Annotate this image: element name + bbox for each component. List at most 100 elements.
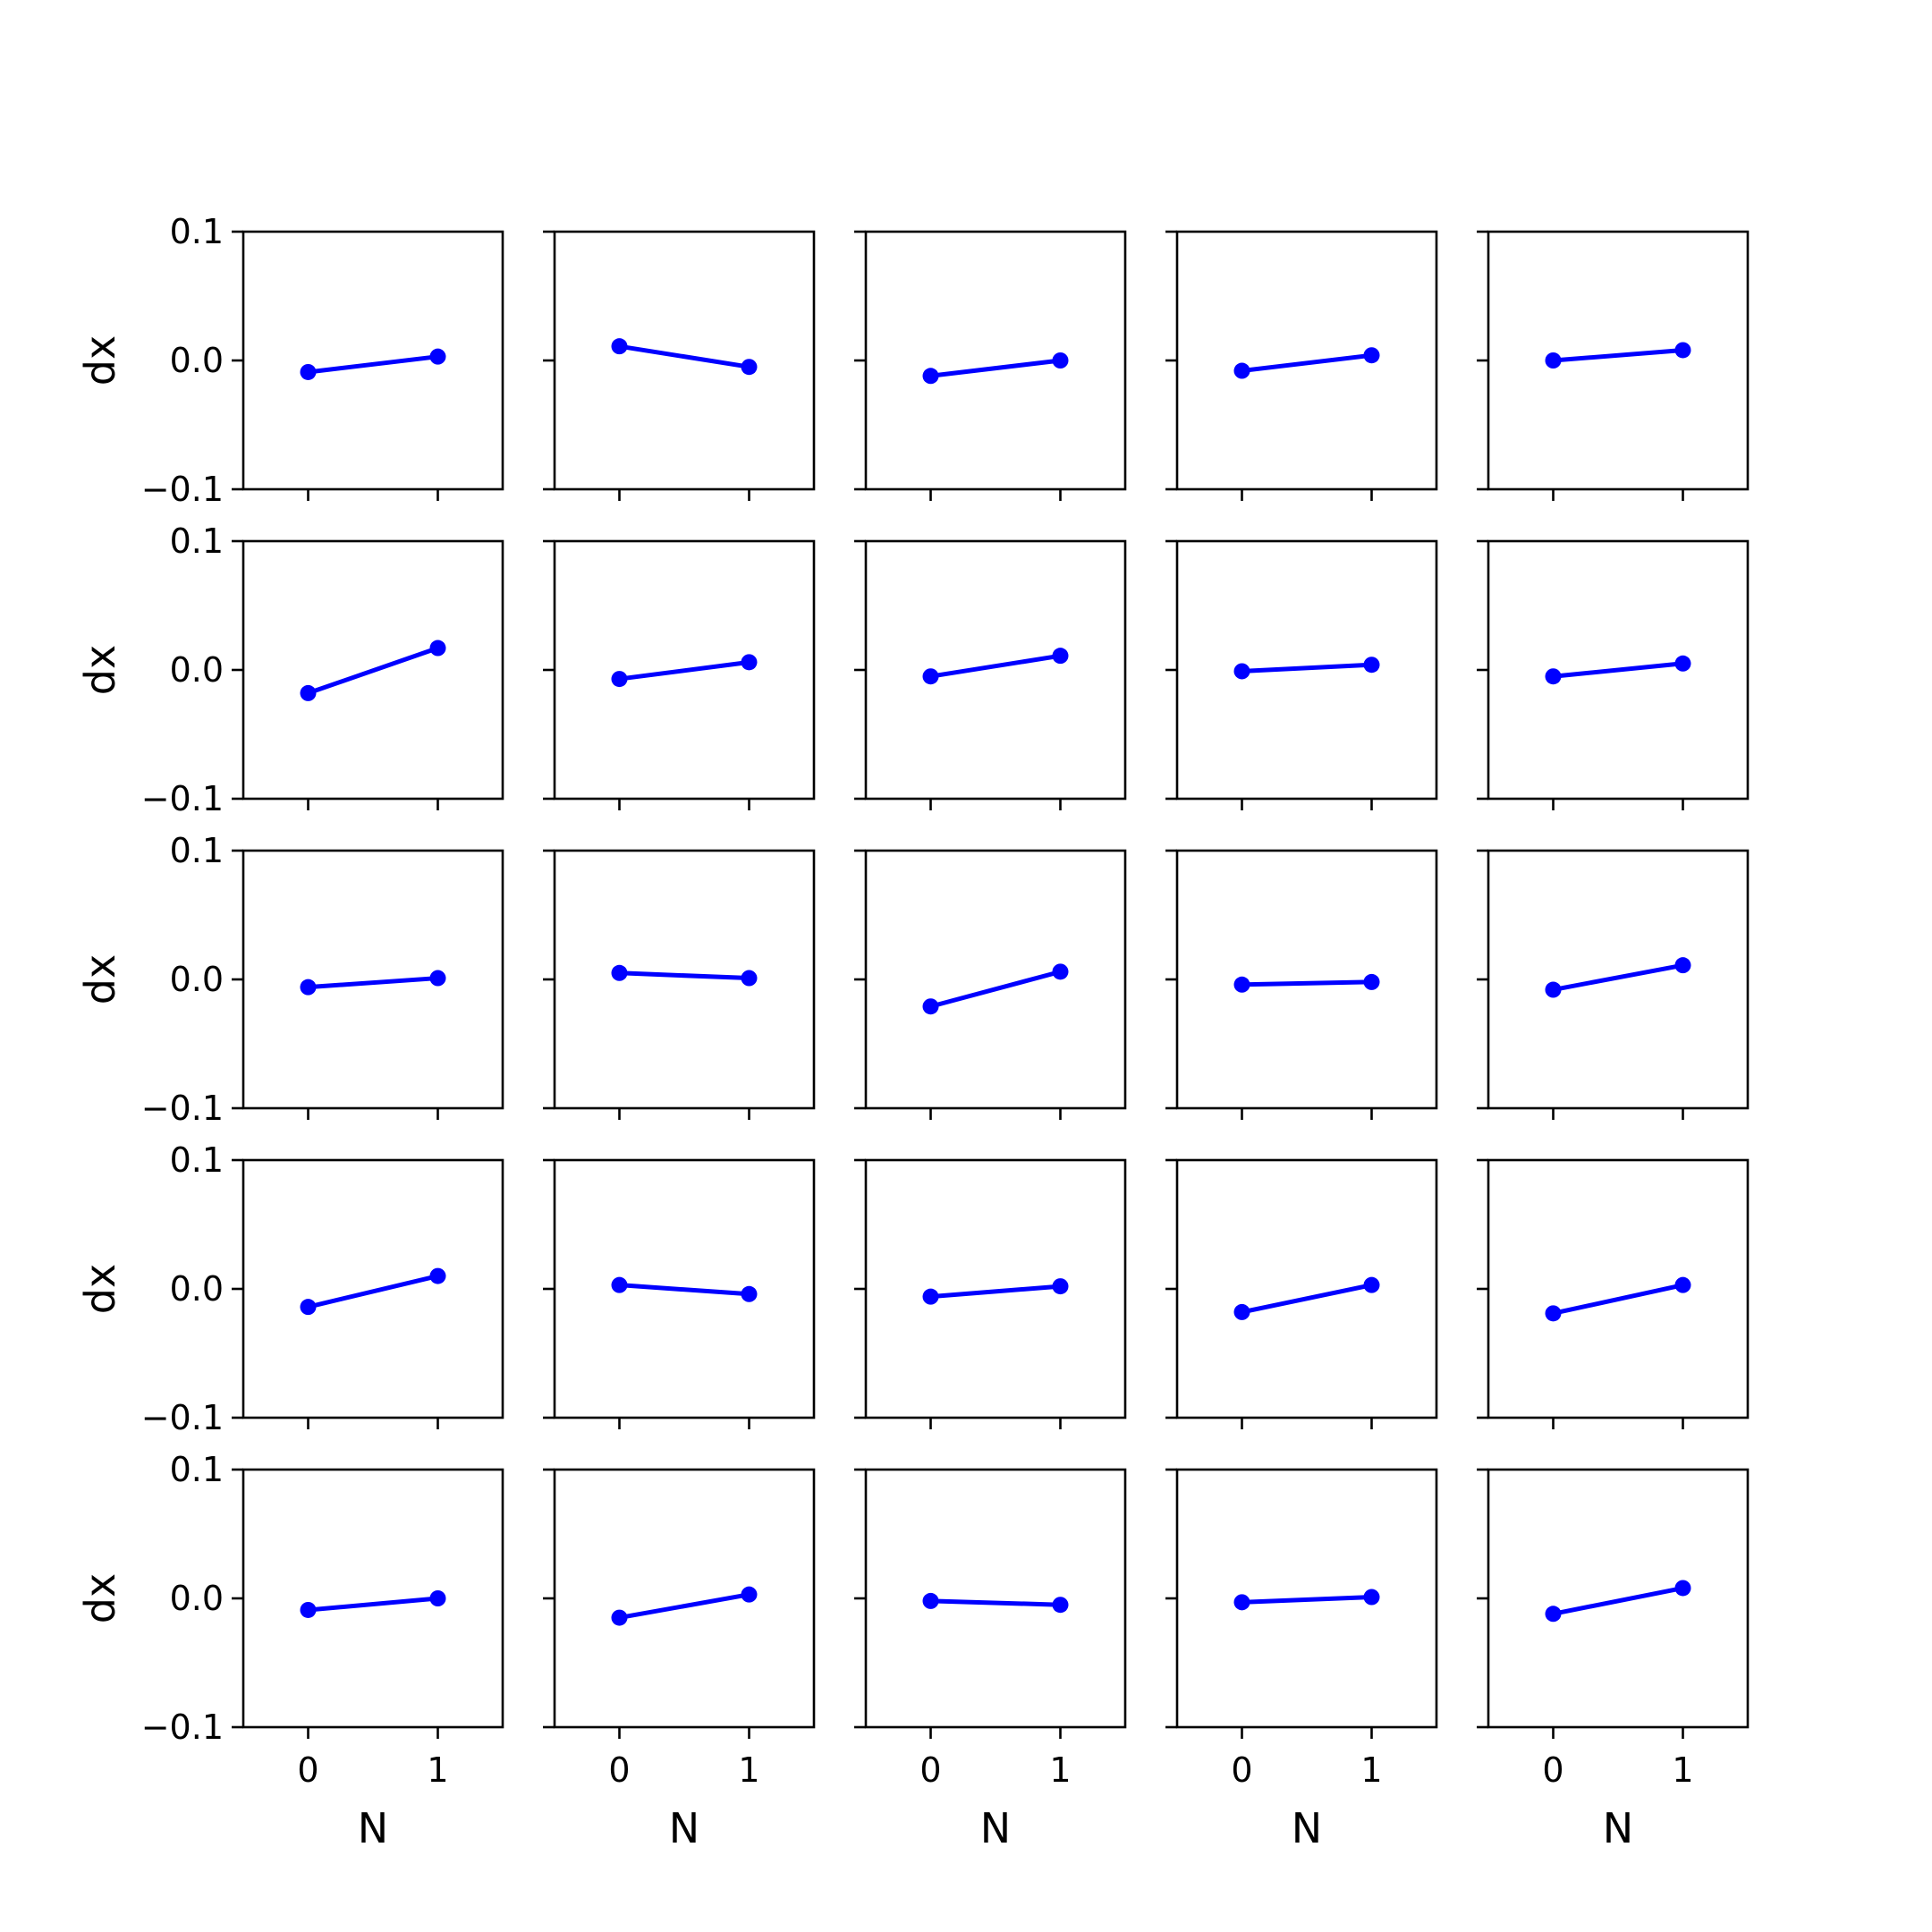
data-point-r2-c4-p0 <box>1545 981 1562 998</box>
y-tick-label-r1: 0.1 <box>170 521 224 561</box>
x-axis-label-c0: N <box>358 1804 388 1852</box>
data-point-r0-c2-p0 <box>922 368 939 385</box>
series-line-r0-c0 <box>308 354 438 375</box>
series-line-r1-c3 <box>1241 662 1372 674</box>
y-tick-label-r0: −0.1 <box>141 470 224 509</box>
data-point-r1-c3-p0 <box>1233 663 1250 680</box>
data-point-r2-c1-p0 <box>611 964 628 981</box>
data-point-r2-c2-p0 <box>922 998 939 1015</box>
series-line-r3-c4 <box>1552 1283 1684 1316</box>
data-point-r0-c1-p0 <box>611 338 628 355</box>
x-tick-label-c3: 0 <box>1231 1750 1252 1790</box>
x-tick-label-c0: 1 <box>427 1750 448 1790</box>
panel-frame-r2-c2 <box>864 849 1127 1110</box>
data-point-r4-c1-p0 <box>611 1609 628 1626</box>
data-point-r1-c2-p0 <box>922 668 939 685</box>
data-point-r3-c1-p1 <box>741 1285 758 1302</box>
y-tick-label-r2: 0.0 <box>170 960 224 999</box>
data-point-r3-c3-p0 <box>1233 1303 1250 1320</box>
x-tick-label-c2: 1 <box>1049 1750 1071 1790</box>
data-point-r4-c2-p1 <box>1052 1597 1069 1614</box>
x-tick-label-c1: 0 <box>608 1750 630 1790</box>
x-tick-label-c4: 0 <box>1542 1750 1563 1790</box>
x-axis-label-c4: N <box>1603 1804 1633 1852</box>
panel-frame-r3-c0 <box>242 1158 504 1419</box>
y-tick-label-r0: 0.0 <box>170 341 224 380</box>
x-tick-label-c1: 1 <box>738 1750 759 1790</box>
x-tick-label-c0: 0 <box>297 1750 318 1790</box>
series-line-r2-c0 <box>308 976 438 990</box>
data-point-r0-c1-p1 <box>741 359 758 376</box>
y-tick-label-r4: 0.0 <box>170 1579 224 1618</box>
data-point-r4-c0-p0 <box>300 1601 317 1618</box>
data-point-r1-c4-p1 <box>1674 655 1691 672</box>
y-tick-label-r0: 0.1 <box>170 212 224 251</box>
data-point-r4-c4-p0 <box>1545 1606 1562 1623</box>
data-point-r1-c0-p1 <box>429 640 446 657</box>
data-point-r2-c2-p1 <box>1052 963 1069 980</box>
x-tick-label-c2: 0 <box>919 1750 941 1790</box>
series-line-r0-c2 <box>930 358 1061 378</box>
data-point-r2-c0-p1 <box>429 970 446 987</box>
y-tick-label-r3: 0.1 <box>170 1140 224 1180</box>
data-point-r0-c0-p0 <box>300 363 317 380</box>
series-line-r0-c1 <box>619 343 750 369</box>
series-line-r1-c4 <box>1553 661 1683 679</box>
data-point-r1-c2-p1 <box>1052 648 1069 665</box>
data-point-r4-c3-p1 <box>1363 1589 1380 1606</box>
data-point-r3-c2-p0 <box>922 1288 939 1305</box>
series-line-r4-c0 <box>308 1596 438 1613</box>
data-point-r4-c4-p1 <box>1674 1580 1691 1597</box>
y-tick-label-r2: 0.1 <box>170 831 224 870</box>
panel-frame-r2-c1 <box>553 849 816 1110</box>
series-line-r2-c2 <box>929 969 1062 1009</box>
x-tick-label-c3: 1 <box>1360 1750 1382 1790</box>
panel-frame-r4-c0 <box>242 1468 504 1729</box>
panel-frame-r0-c4 <box>1487 230 1750 491</box>
data-point-r2-c3-p0 <box>1233 976 1250 993</box>
panel-frame-r0-c2 <box>864 230 1127 491</box>
series-line-r0-c3 <box>1241 352 1372 374</box>
series-line-r4-c1 <box>619 1592 750 1621</box>
data-point-r2-c4-p1 <box>1674 957 1691 974</box>
series-line-r3-c3 <box>1241 1283 1373 1315</box>
series-line-r4-c3 <box>1241 1595 1372 1605</box>
series-line-r3-c0 <box>307 1274 439 1309</box>
series-line-r4-c4 <box>1553 1586 1683 1616</box>
y-tick-label-r3: 0.0 <box>170 1269 224 1309</box>
data-point-r0-c4-p0 <box>1545 352 1562 369</box>
panel-frame-r2-c3 <box>1175 849 1438 1110</box>
y-axis-label-r2: dx <box>76 954 124 1004</box>
data-point-r3-c4-p0 <box>1545 1305 1562 1322</box>
panel-frame-r1-c2 <box>864 539 1127 801</box>
y-axis-label-r0: dx <box>76 335 124 386</box>
y-tick-label-r1: −0.1 <box>141 779 224 818</box>
y-tick-label-r2: −0.1 <box>141 1089 224 1128</box>
y-tick-label-r4: 0.1 <box>170 1450 224 1489</box>
data-point-r1-c4-p0 <box>1545 668 1562 685</box>
data-point-r0-c3-p1 <box>1363 347 1380 364</box>
data-point-r0-c0-p1 <box>429 348 446 365</box>
panel-frame-r0-c0 <box>242 230 504 491</box>
series-line-r1-c0 <box>307 646 439 696</box>
data-point-r0-c3-p0 <box>1233 362 1250 379</box>
data-point-r3-c0-p0 <box>300 1299 317 1316</box>
data-point-r1-c3-p1 <box>1363 657 1380 674</box>
y-axis-label-r3: dx <box>76 1264 124 1314</box>
series-line-r1-c1 <box>619 659 750 682</box>
data-point-r1-c0-p0 <box>300 684 317 701</box>
data-point-r0-c2-p1 <box>1052 352 1069 369</box>
x-axis-label-c1: N <box>669 1804 699 1852</box>
series-line-r2-c3 <box>1241 979 1372 987</box>
series-line-r3-c2 <box>930 1284 1061 1300</box>
series-line-r2-c1 <box>619 970 750 981</box>
panel-frame-r3-c2 <box>864 1158 1127 1419</box>
data-point-r3-c4-p1 <box>1674 1276 1691 1293</box>
data-point-r1-c1-p1 <box>741 654 758 671</box>
series-line-r0-c4 <box>1553 347 1683 363</box>
data-point-r3-c2-p1 <box>1052 1278 1069 1295</box>
y-axis-label-r4: dx <box>76 1573 124 1623</box>
panel-frame-r3-c4 <box>1487 1158 1750 1419</box>
panel-frame-r2-c0 <box>242 849 504 1110</box>
